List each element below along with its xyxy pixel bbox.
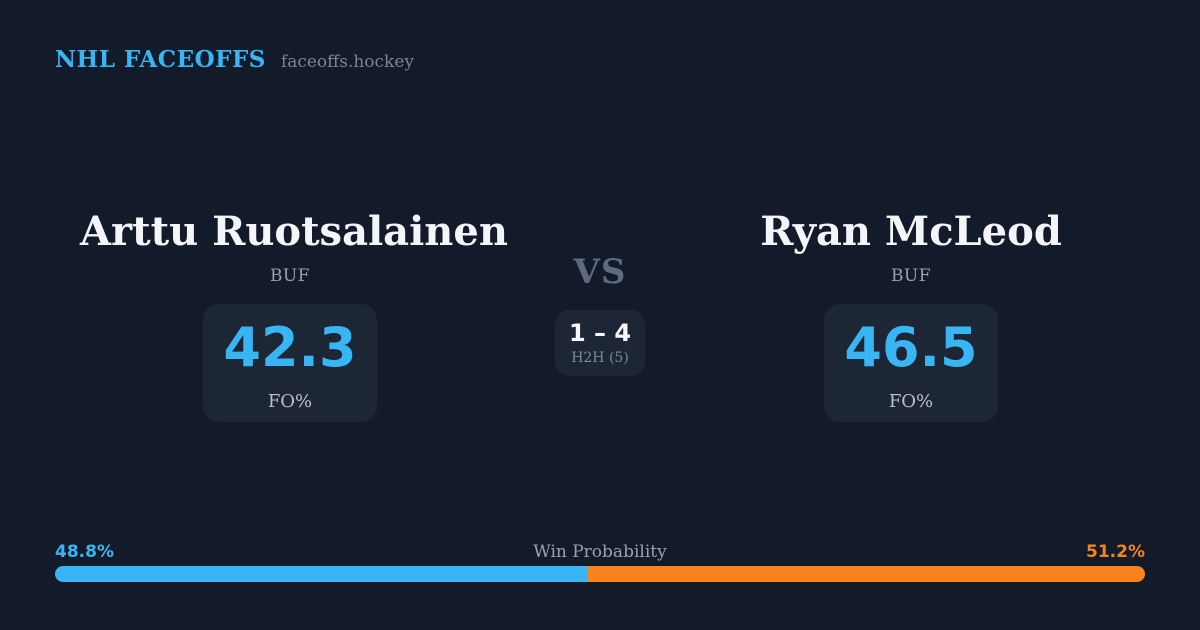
site-url: faceoffs.hockey — [280, 52, 415, 72]
player-right-stat-box: 46.5 FO% — [824, 304, 998, 422]
win-probability-title: Win Probability — [533, 542, 667, 562]
h2h-score: 1 – 4 — [568, 319, 632, 347]
player-left-name: Arttu Ruotsalainen — [80, 208, 508, 255]
player-left-stat-label: FO% — [267, 391, 313, 412]
win-probability-bar-right-segment — [586, 566, 1145, 582]
vs-column: VS 1 – 4 H2H (5) — [540, 250, 660, 376]
brand-title: NHL FACEOFFS — [55, 46, 266, 73]
header: NHL FACEOFFS faceoffs.hockey — [55, 46, 414, 73]
h2h-label: H2H (5) — [571, 350, 629, 366]
player-right-stat-value: 46.5 — [844, 316, 978, 379]
win-probability-left-pct: 48.8% — [55, 542, 114, 562]
win-probability-section: 48.8% Win Probability 51.2% — [55, 538, 1145, 582]
player-right: Ryan McLeod BUF 46.5 FO% — [701, 208, 1121, 422]
player-right-name: Ryan McLeod — [760, 208, 1062, 255]
player-right-team: BUF — [890, 266, 932, 286]
player-left-team: BUF — [269, 266, 311, 286]
player-left-stat-box: 42.3 FO% — [203, 304, 377, 422]
player-right-stat-label: FO% — [888, 391, 934, 412]
win-probability-right-pct: 51.2% — [1086, 542, 1145, 562]
win-probability-labels: 48.8% Win Probability 51.2% — [55, 538, 1145, 566]
win-probability-bar-left-segment — [55, 566, 587, 582]
vs-label: VS — [573, 252, 627, 292]
h2h-box: 1 – 4 H2H (5) — [555, 310, 645, 376]
player-left-stat-value: 42.3 — [223, 316, 357, 379]
player-left: Arttu Ruotsalainen BUF 42.3 FO% — [80, 208, 508, 422]
win-probability-bar — [55, 566, 1145, 582]
